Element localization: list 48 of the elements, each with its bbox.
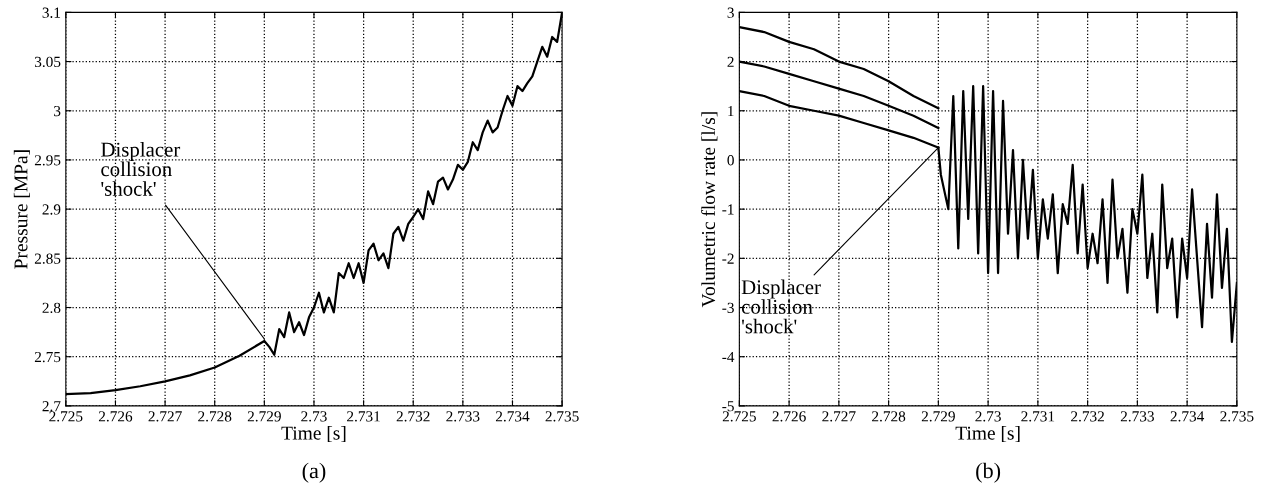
- x-tick-label: 2.726: [98, 411, 133, 422]
- y-tick-label: 0: [727, 155, 734, 166]
- annotation: Displacer collision 'shock': [101, 141, 181, 196]
- x-tick-label: 2.728: [872, 411, 906, 422]
- y-tick-label: 2.7: [42, 401, 61, 412]
- annotation: Displacer collision 'shock': [741, 279, 821, 334]
- y-tick-label: -1: [722, 204, 734, 215]
- y-tick-label: -5: [722, 401, 734, 412]
- x-tick-label: 2.732: [396, 411, 430, 422]
- y-tick-label: -2: [722, 253, 734, 264]
- x-tick-label: 2.733: [446, 411, 480, 422]
- y-tick-label: 2.75: [34, 351, 61, 363]
- x-tick-label: 2.732: [1071, 411, 1104, 422]
- x-tick-label: 2.731: [347, 411, 380, 422]
- x-tick-label: 2.73: [975, 411, 1001, 422]
- y-tick-label: 2: [727, 56, 734, 67]
- y-tick-label: 2.8: [42, 302, 61, 314]
- x-axis-title: Time [s]: [955, 426, 1020, 443]
- y-axis-title: Volumetric flow rate [l/s]: [701, 112, 718, 308]
- x-tick-label: 2.73: [301, 411, 327, 422]
- y-tick-label: 3.1: [42, 7, 61, 18]
- x-tick-label: 2.734: [495, 411, 530, 422]
- y-tick-label: 3: [727, 7, 734, 18]
- y-tick-label: 2.95: [34, 155, 61, 166]
- x-tick-label: 2.735: [1220, 411, 1254, 422]
- x-tick-label: 2.733: [1120, 411, 1154, 422]
- y-axis-title: Pressure [MPa]: [13, 150, 30, 269]
- x-tick-label: 2.734: [1170, 411, 1205, 422]
- x-tick-label: 2.727: [822, 411, 856, 422]
- x-tick-label: 2.729: [247, 411, 281, 422]
- x-tick-label: 2.725: [722, 411, 756, 422]
- y-tick-label: -3: [722, 302, 734, 313]
- x-tick-label: 2.729: [921, 411, 955, 422]
- x-tick-label: 2.731: [1021, 411, 1055, 422]
- text: (b): [976, 462, 1001, 483]
- text: (a): [302, 462, 326, 483]
- y-tick-label: 3.05: [34, 56, 61, 68]
- x-axis-title: Time [s]: [281, 426, 346, 443]
- x-tick-label: 2.735: [545, 411, 579, 422]
- y-tick-label: 2.85: [34, 253, 61, 264]
- y-tick-label: 3: [54, 105, 61, 117]
- x-tick-label: 2.726: [772, 411, 806, 422]
- y-tick-label: 1: [728, 105, 734, 117]
- y-tick-label: 2.9: [42, 204, 61, 215]
- x-tick-label: 2.728: [198, 411, 232, 422]
- x-tick-label: 2.725: [49, 411, 83, 422]
- x-tick-label: 2.727: [148, 411, 182, 422]
- y-tick-label: -4: [722, 351, 735, 363]
